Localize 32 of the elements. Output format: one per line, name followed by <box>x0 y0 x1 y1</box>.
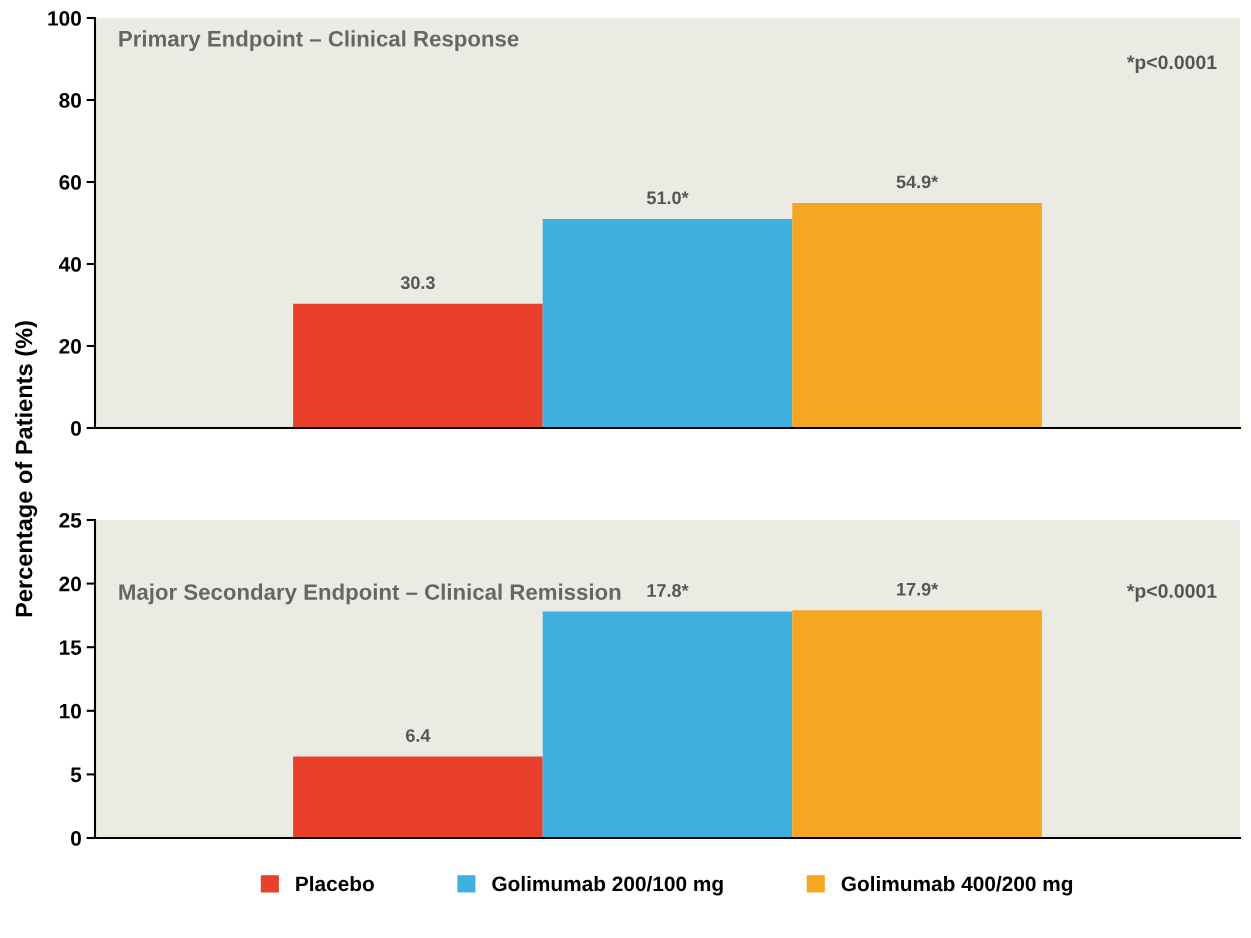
bar <box>792 610 1042 838</box>
bar <box>542 611 793 838</box>
legend-label: Golimumab 400/200 mg <box>841 875 1073 896</box>
y-tick-label: 5 <box>70 767 82 783</box>
y-tick-label: 20 <box>59 339 81 354</box>
data-label: 30.3 <box>400 276 435 290</box>
data-label: 51.0* <box>646 191 689 205</box>
legend-label: Placebo <box>296 875 374 892</box>
legend-label: Golimumab 200/100 mg <box>492 875 723 896</box>
y-tick-label: 40 <box>58 257 81 272</box>
text: Major Secondary Endpoint – Clinical Remission <box>119 583 621 605</box>
bar <box>293 303 543 428</box>
y-tick-label: 100 <box>48 11 81 26</box>
y-tick-label: 15 <box>59 640 82 655</box>
y-tick-label: 0 <box>71 831 81 846</box>
data-label: 54.9* <box>896 175 939 189</box>
y-tick-label: 25 <box>59 513 82 528</box>
y-tick-label: 0 <box>71 421 81 436</box>
data-label: 17.8* <box>647 584 689 597</box>
y-tick-label: 80 <box>59 93 81 108</box>
bar <box>792 202 1042 428</box>
bar <box>293 756 543 838</box>
y-axis-title: Percentage of Patients (%) <box>15 321 38 617</box>
annotation: *p<0.0001 <box>1126 584 1217 602</box>
y-tick-label: 20 <box>59 576 81 592</box>
annotation: *p<0.0001 <box>1126 55 1217 74</box>
bar <box>542 218 793 428</box>
y-tick-label: 10 <box>59 703 81 719</box>
y-tick-label: 60 <box>59 175 81 190</box>
data-label: 6.4 <box>406 729 431 742</box>
text: Primary Endpoint – Clinical Response <box>119 30 519 52</box>
data-label: 17.9* <box>897 582 939 596</box>
